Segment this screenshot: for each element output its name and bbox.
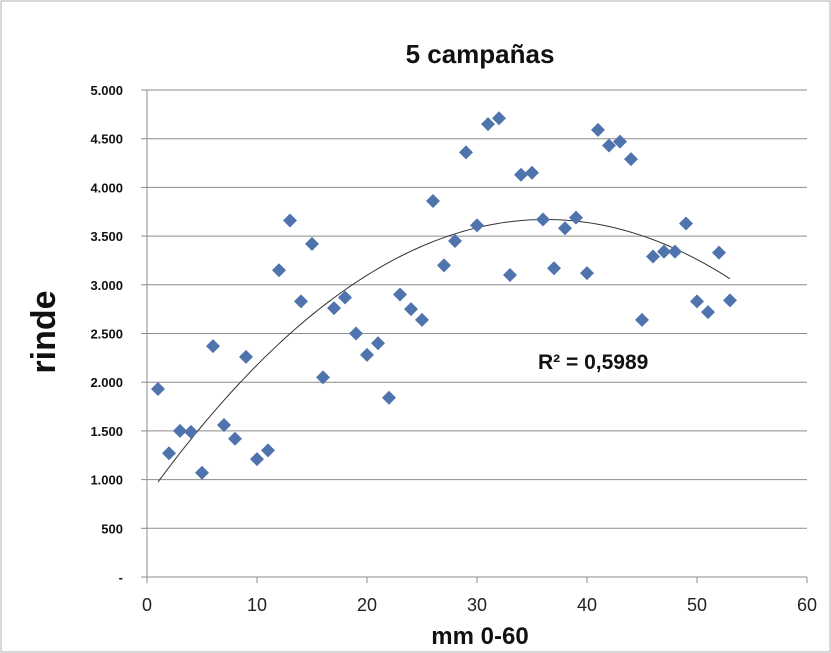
data-point [338, 290, 352, 305]
data-point [371, 336, 385, 351]
x-axis-label: mm 0-60 [431, 623, 528, 650]
trendline-group [157, 218, 731, 483]
y-tick-label: 2.000 [90, 375, 123, 390]
axes: -5001.0001.5002.0002.5003.0003.5004.0004… [90, 83, 817, 615]
data-point [217, 418, 231, 433]
y-tick-label: 1.000 [90, 473, 123, 488]
data-point [712, 245, 726, 260]
data-point [206, 339, 220, 354]
data-point [272, 263, 286, 278]
data-point [239, 349, 253, 364]
data-point [723, 293, 737, 308]
data-point [316, 370, 330, 385]
data-point [635, 312, 649, 327]
data-point [283, 213, 297, 228]
data-point [195, 465, 209, 480]
data-point [173, 423, 187, 438]
y-tick-label: - [119, 570, 123, 585]
grid-lines [147, 89, 807, 529]
data-point [679, 216, 693, 231]
data-point [525, 165, 539, 180]
data-point [569, 210, 583, 225]
data-point [514, 167, 528, 182]
x-tick-label: 10 [247, 595, 267, 615]
data-point [415, 312, 429, 327]
x-tick-label: 60 [797, 595, 817, 615]
data-point [393, 287, 407, 302]
y-tick-label: 3.500 [90, 229, 123, 244]
data-point [448, 233, 462, 248]
data-point [481, 117, 495, 132]
data-point [613, 134, 627, 149]
y-tick-label: 500 [101, 521, 123, 536]
data-point [668, 244, 682, 259]
data-point [690, 294, 704, 309]
y-tick-label: 4.000 [90, 180, 123, 195]
data-point [547, 261, 561, 276]
x-tick-label: 40 [577, 595, 597, 615]
data-point [459, 145, 473, 160]
y-axis-label: rinde [25, 290, 63, 373]
data-point [470, 218, 484, 233]
data-point [558, 221, 572, 236]
data-point [657, 244, 671, 259]
x-tick-label: 0 [142, 595, 152, 615]
r-squared-label: R² = 0,5989 [538, 351, 648, 374]
data-point [228, 431, 242, 446]
data-point [701, 305, 715, 320]
data-point [437, 258, 451, 273]
x-tick-label: 20 [357, 595, 377, 615]
data-point [404, 302, 418, 317]
data-point [580, 266, 594, 281]
y-tick-label: 5.000 [90, 83, 123, 98]
data-point [305, 236, 319, 251]
y-tick-label: 3.000 [90, 278, 123, 293]
data-point [250, 452, 264, 467]
data-point [536, 212, 550, 227]
y-tick-label: 4.500 [90, 132, 123, 147]
y-tick-label: 1.500 [90, 424, 123, 439]
data-point [503, 268, 517, 283]
data-point [184, 424, 198, 439]
data-point [360, 347, 374, 362]
data-point [327, 301, 341, 316]
data-point [349, 326, 363, 341]
data-point [426, 194, 440, 209]
data-point [382, 390, 396, 405]
y-tick-label: 2.500 [90, 327, 123, 342]
labels: 5 campañas mm 0-60 rinde R² = 0,5989 [25, 39, 648, 650]
x-tick-label: 50 [687, 595, 707, 615]
trendline [157, 218, 731, 483]
data-points [151, 111, 737, 480]
chart-title: 5 campañas [406, 39, 555, 69]
data-point [602, 138, 616, 153]
x-tick-label: 30 [467, 595, 487, 615]
data-point [492, 111, 506, 126]
data-point [162, 446, 176, 461]
data-point [646, 249, 660, 264]
data-point [591, 122, 605, 137]
data-point [261, 443, 275, 458]
data-point [151, 382, 165, 397]
data-point [624, 152, 638, 167]
data-point [294, 294, 308, 309]
